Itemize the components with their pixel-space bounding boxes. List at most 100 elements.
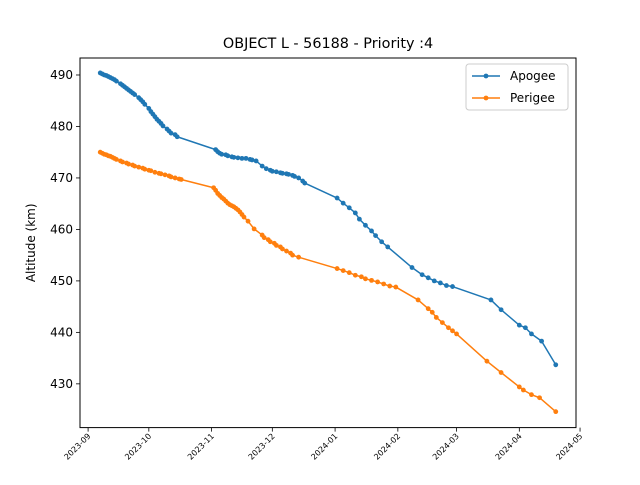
perigee-data-point (415, 297, 421, 303)
perigee-data-point (334, 266, 340, 271)
perigee-data-point (136, 164, 142, 170)
apogee-data-point (168, 130, 174, 136)
perigee-data-point (359, 274, 364, 280)
apogee-data-point (302, 180, 308, 186)
perigee-data-point (120, 159, 125, 165)
apogee-data-point (425, 275, 431, 281)
perigee-data-point (439, 320, 445, 325)
perigee-data-point (126, 161, 131, 167)
apogee-data-point (142, 101, 148, 107)
perigee-data-point (290, 252, 295, 258)
apogee-data-point (296, 175, 302, 181)
apogee-data-point (259, 163, 265, 169)
perigee-data-point (158, 171, 164, 177)
apogee-data-point (346, 205, 352, 211)
perigee-data-point (375, 279, 380, 285)
apogee-data-point (450, 284, 455, 289)
apogee-data-point (379, 239, 385, 245)
perigee-data-point (280, 246, 285, 252)
apogee-data-point (273, 169, 279, 175)
apogee-data-point (231, 154, 237, 160)
apogee-data-point (263, 166, 269, 172)
y-tick-label: 450 (50, 274, 73, 288)
perigee-data-point (381, 281, 387, 287)
perigee-data-point (484, 358, 490, 364)
apogee-data-point (431, 278, 437, 284)
perigee-data-point (369, 277, 374, 283)
perigee-data-point (529, 392, 534, 398)
apogee-data-point (114, 78, 119, 84)
perigee-data-point (168, 174, 174, 180)
perigee-data-point (393, 284, 399, 290)
apogee-data-point (286, 171, 291, 177)
perigee-data-point (425, 306, 431, 312)
perigee-data-point (346, 270, 352, 276)
apogee-data-point (356, 216, 362, 222)
perigee-data-point (162, 172, 168, 178)
apogee-data-point (334, 195, 340, 201)
perigee-data-point (296, 254, 302, 260)
y-axis-label: Altitude (km) (24, 203, 38, 282)
apogee-data-point (292, 174, 297, 179)
apogee-data-point (419, 272, 425, 278)
apogee-data-point (219, 151, 225, 157)
y-tick-label: 490 (50, 68, 73, 82)
apogee-data-point (352, 210, 358, 216)
perigee-data-point (148, 168, 154, 174)
apogee-data-point (340, 200, 346, 206)
apogee-legend-label: Apogee (510, 69, 556, 83)
perigee-data-point (446, 325, 451, 331)
perigee-data-point (245, 218, 251, 224)
apogee-data-point (225, 153, 231, 159)
apogee-data-point (253, 158, 259, 164)
perigee-data-point (553, 409, 559, 415)
perigee-data-point (261, 235, 267, 241)
apogee-data-point (539, 338, 544, 344)
perigee-data-point (114, 157, 119, 162)
apogee-data-point (280, 170, 285, 176)
apogee-data-point (243, 155, 249, 161)
perigee-data-point (251, 226, 257, 232)
perigee-data-point (284, 248, 289, 254)
perigee-data-point (267, 239, 273, 245)
apogee-data-point (373, 233, 378, 238)
perigee-data-point (178, 177, 184, 182)
perigee-legend-marker (483, 95, 489, 101)
apogee-data-point (488, 297, 494, 303)
apogee-data-point (529, 331, 534, 337)
apogee-data-point (516, 322, 522, 328)
perigee-data-point (352, 272, 358, 278)
apogee-data-point (174, 134, 180, 140)
apogee-data-point (553, 362, 559, 368)
plot-area (97, 70, 559, 415)
y-axis: 430 440 450 460 470 480 490 (50, 68, 80, 391)
chart-title: OBJECT L - 56188 - Priority :4 (223, 36, 433, 52)
perigee-data-point (433, 315, 439, 320)
perigee-data-point (537, 395, 542, 401)
y-tick-label: 480 (50, 119, 73, 133)
perigee-legend-label: Perigee (510, 91, 555, 105)
apogee-data-point (409, 265, 415, 270)
apogee-data-point (444, 283, 449, 288)
apogee-data-point (249, 157, 255, 163)
perigee-data-point (172, 175, 178, 181)
legend: Apogee Perigee (465, 63, 569, 111)
perigee-data-point (273, 242, 279, 248)
perigee-data-point (450, 328, 455, 334)
y-tick-label: 440 (50, 325, 73, 339)
perigee-data-point (132, 163, 138, 169)
apogee-data-point (522, 325, 528, 331)
perigee-data-point (340, 268, 346, 273)
perigee-data-point (142, 166, 148, 172)
apogee-data-point (239, 155, 245, 161)
apogee-data-point (369, 228, 374, 234)
apogee-data-point (235, 155, 241, 161)
perigee-data-point (498, 370, 504, 375)
apogee-data-point (160, 123, 166, 129)
y-tick-label: 430 (50, 377, 73, 391)
perigee-data-point (454, 331, 459, 337)
apogee-data-point (498, 307, 504, 313)
perigee-data-point (152, 169, 158, 175)
y-tick-label: 470 (50, 171, 73, 185)
